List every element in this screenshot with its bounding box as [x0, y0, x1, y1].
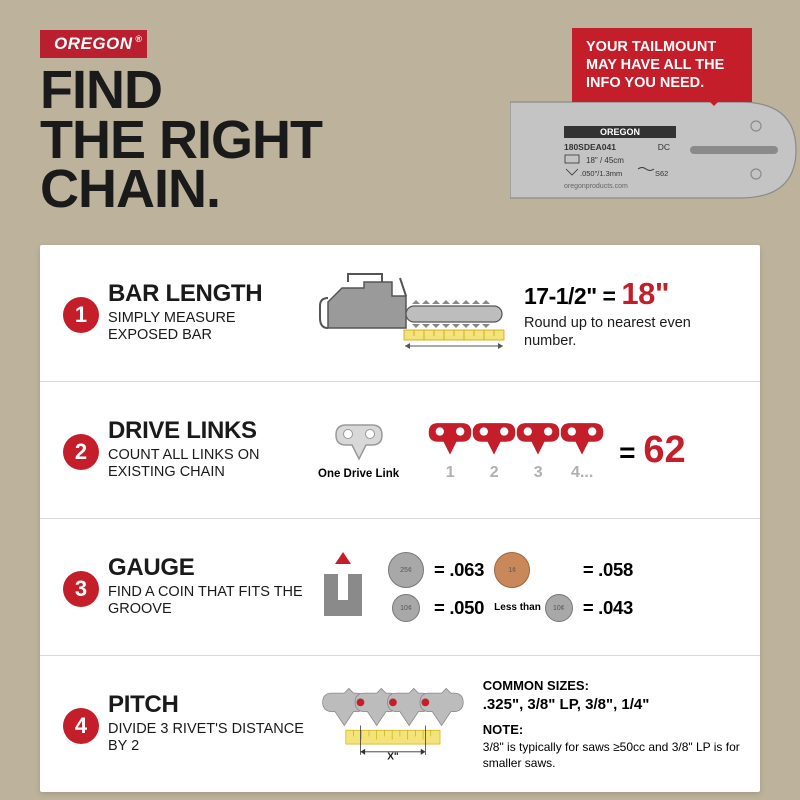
step-number: 4 [63, 708, 99, 744]
svg-text:180SDEA041: 180SDEA041 [564, 142, 616, 152]
common-sizes-label: COMMON SIZES: [483, 677, 740, 695]
steps-panel: 1 BAR LENGTH SIMPLY MEASURE EXPOSED BAR [40, 245, 760, 792]
step-title: PITCH [108, 693, 308, 717]
svg-text:oregonproducts.com: oregonproducts.com [564, 183, 628, 190]
step-subtitle: FIND A COIN THAT FITS THE GROOVE [108, 584, 308, 619]
svg-text:OREGON: OREGON [600, 127, 640, 137]
gauge-value: = .063 [434, 559, 484, 581]
svg-text:18" / 45cm: 18" / 45cm [586, 156, 624, 165]
measured-value: 17-1/2" [524, 283, 597, 309]
tailmount-callout: YOUR TAILMOUNT MAY HAVE ALL THE INFO YOU… [572, 28, 752, 102]
pitch-note: 3/8" is typically for saws ≥50cc and 3/8… [483, 739, 740, 771]
drive-link-icon [513, 419, 563, 457]
drive-link-icon [425, 419, 475, 457]
pitch-diagram-icon: X" [318, 676, 465, 772]
svg-text:DC: DC [658, 142, 670, 152]
step-subtitle: DIVIDE 3 RIVET'S DISTANCE BY 2 [108, 721, 308, 756]
step-pitch: 4 PITCH DIVIDE 3 RIVET'S DISTANCE BY 2 [40, 656, 760, 792]
svg-text:X": X" [387, 752, 399, 763]
drive-link-icon [557, 419, 607, 457]
step-subtitle: SIMPLY MEASURE EXPOSED BAR [108, 310, 308, 345]
gauge-value: = .050 [434, 597, 484, 619]
quarter-coin-icon: 25¢ [388, 552, 424, 588]
step-number: 1 [63, 297, 99, 333]
step-number: 3 [63, 571, 99, 607]
step-bar-length: 1 BAR LENGTH SIMPLY MEASURE EXPOSED BAR [40, 245, 760, 382]
drive-link-outline-icon [332, 421, 386, 461]
svg-text:.050"/1.3mm: .050"/1.3mm [580, 169, 622, 178]
step-subtitle: COUNT ALL LINKS ON EXISTING CHAIN [108, 447, 308, 482]
dime-coin-icon: 10¢ [392, 594, 420, 622]
step-gauge: 3 GAUGE FIND A COIN THAT FITS THE GROOVE… [40, 519, 760, 656]
penny-coin-icon: 1¢ [494, 552, 530, 588]
tailmount-diagram: OREGON 180SDEA041 DC 18" / 45cm .050"/1.… [510, 98, 800, 203]
common-sizes: .325", 3/8" LP, 3/8", 1/4" [483, 695, 740, 715]
less-than-label: Less than [494, 603, 541, 613]
one-link-label: One Drive Link [318, 468, 399, 480]
bar-note: Round up to nearest even number. [524, 315, 740, 350]
step-drive-links: 2 DRIVE LINKS COUNT ALL LINKS ON EXISTIN… [40, 382, 760, 519]
gauge-groove-icon [318, 550, 368, 620]
bar-length-result: 18" [621, 276, 669, 311]
step-title: GAUGE [108, 556, 308, 580]
dime-coin-icon: 10¢ [545, 594, 573, 622]
step-number: 2 [63, 434, 99, 470]
gauge-value: = .058 [583, 559, 633, 581]
gauge-value: = .043 [583, 597, 633, 619]
step-title: DRIVE LINKS [108, 419, 308, 443]
pitch-note-label: NOTE: [483, 721, 740, 739]
svg-text:S62: S62 [655, 169, 668, 178]
chainsaw-icon [318, 268, 506, 358]
step-title: BAR LENGTH [108, 282, 308, 306]
drive-link-icon [469, 419, 519, 457]
brand-logo: OREGON [40, 30, 147, 58]
drive-links-result: 62 [643, 429, 685, 471]
